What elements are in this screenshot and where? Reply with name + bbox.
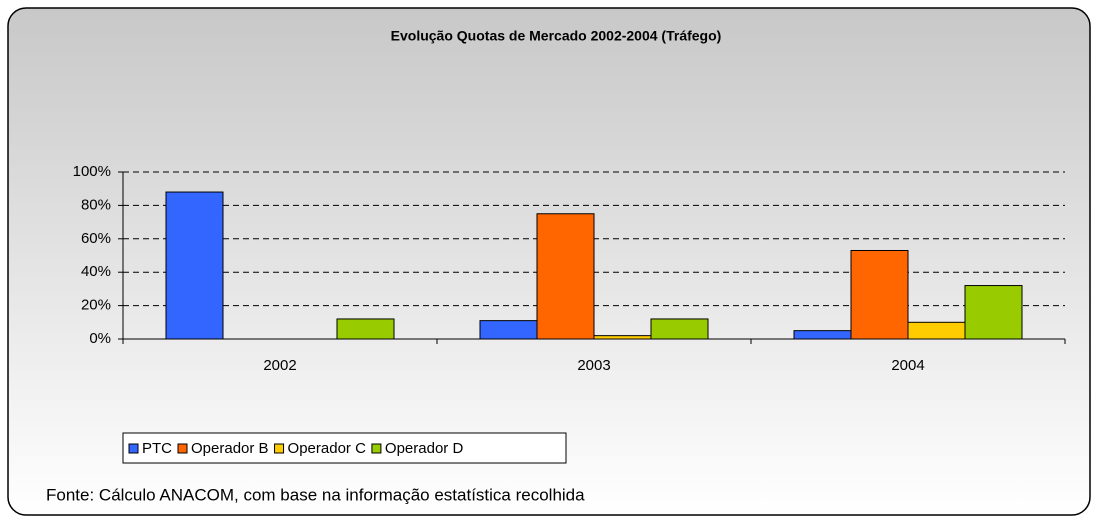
legend-label: Operador D <box>385 440 464 457</box>
y-tick-label: 80% <box>81 196 111 213</box>
bar <box>536 213 595 340</box>
bar <box>336 318 395 340</box>
legend-label: Operador C <box>288 440 367 457</box>
bar <box>850 249 909 340</box>
y-tick-label: 20% <box>81 297 111 314</box>
legend-label: PTC <box>142 440 172 457</box>
y-tick-label: 100% <box>73 163 111 180</box>
bar <box>907 321 966 340</box>
bar <box>650 318 709 340</box>
y-tick-label: 40% <box>81 263 111 280</box>
bar <box>593 335 652 340</box>
x-tick-label: 2002 <box>263 357 296 374</box>
legend-swatch <box>274 443 285 454</box>
bar <box>479 320 538 340</box>
bar <box>964 285 1023 340</box>
legend-swatch <box>371 443 382 454</box>
bar <box>793 330 852 340</box>
bar <box>165 191 224 340</box>
chart-title: Evolução Quotas de Mercado 2002-2004 (Tr… <box>391 28 722 44</box>
y-tick-label: 0% <box>89 330 111 347</box>
x-tick-label: 2003 <box>577 357 610 374</box>
legend-swatch <box>128 443 139 454</box>
legend-label: Operador B <box>191 440 269 457</box>
x-tick-label: 2004 <box>891 357 924 374</box>
source-note: Fonte: Cálculo ANACOM, com base na infor… <box>46 485 585 504</box>
y-tick-label: 60% <box>81 230 111 247</box>
legend-swatch <box>177 443 188 454</box>
legend-box <box>122 432 567 464</box>
